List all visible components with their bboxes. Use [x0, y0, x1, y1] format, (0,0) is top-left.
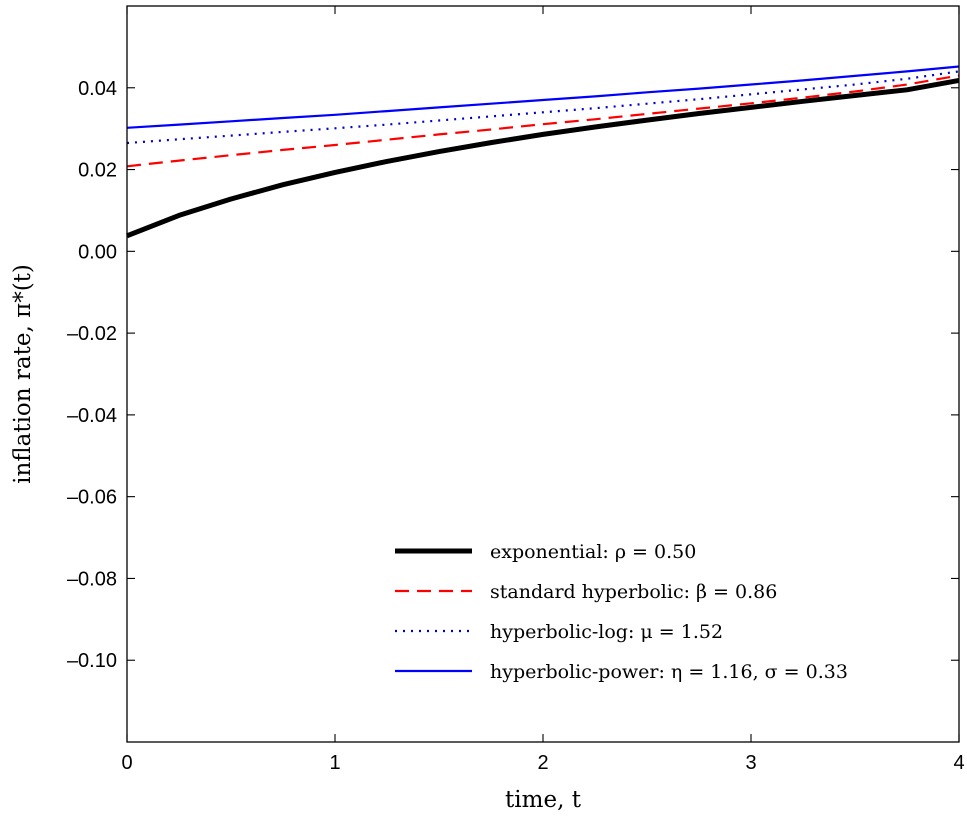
y-axis: –0.10 –0.08 –0.06 –0.04 –0.02 0.00 0.02 0.04 — [67, 78, 959, 672]
legend-label-2: standard hyperbolic: β = 0.86 — [490, 581, 777, 603]
legend-label-1: exponential: ρ = 0.50 — [490, 541, 696, 563]
series-line-2 — [126, 74, 960, 168]
y-tick-label: –0.04 — [67, 405, 117, 427]
legend-label-4: hyperbolic-power: η = 1.16, σ = 0.33 — [490, 661, 848, 683]
x-tick-label: 1 — [329, 752, 340, 774]
series-line-3 — [126, 70, 960, 145]
x-tick-label: 4 — [953, 752, 964, 774]
legend: exponential: ρ = 0.50 standard hyperbolic… — [395, 541, 848, 683]
x-tick-label: 3 — [745, 752, 756, 774]
series-line-1 — [126, 77, 960, 239]
legend-label-3: hyperbolic-log: μ = 1.52 — [490, 621, 723, 643]
x-tick-label: 0 — [121, 752, 132, 774]
y-tick-label: 0.02 — [78, 160, 117, 182]
y-tick-label: –0.10 — [67, 650, 117, 672]
y-axis-label: inflation rate, π*(t) — [10, 264, 36, 484]
series-layer — [126, 65, 960, 239]
x-axis: 0 1 2 3 4 — [121, 6, 965, 774]
x-axis-label: time, t — [505, 787, 582, 813]
series-line-4 — [126, 65, 960, 129]
y-tick-label: –0.02 — [67, 323, 117, 345]
y-tick-label: 0.00 — [78, 241, 117, 263]
x-tick-label: 2 — [537, 752, 548, 774]
y-tick-label: 0.04 — [78, 78, 117, 100]
y-tick-label: –0.08 — [67, 568, 117, 590]
y-tick-label: –0.06 — [67, 487, 117, 509]
